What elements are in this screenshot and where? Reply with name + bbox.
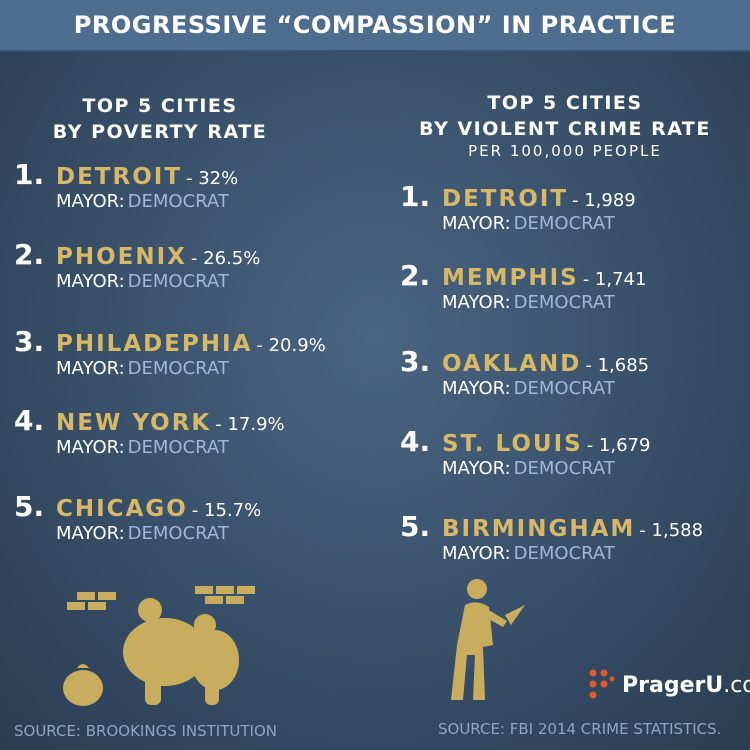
mayor-party: DEMOCRAT (127, 191, 229, 212)
mayor-line: MAYOR: DEMOCRAT (442, 378, 649, 400)
right-subtitle: PER 100,000 PEOPLE (468, 142, 662, 160)
crime-rate: - 1,741 (582, 269, 647, 290)
money-bag-icon (63, 664, 103, 706)
left-title-line2: BY POVERTY RATE (52, 121, 268, 143)
mayor-label: MAYOR: (56, 523, 125, 544)
poverty-rate: - 20.9% (256, 335, 326, 356)
mayor-label: MAYOR: (56, 437, 125, 458)
brick-wall-icon (67, 586, 255, 610)
mayor-label: MAYOR: (442, 543, 511, 564)
mayor-label: MAYOR: (56, 271, 125, 292)
city-name: NEW YORK (56, 410, 212, 436)
right-title-line1: TOP 5 CITIES (487, 92, 643, 114)
rank: 5. (400, 510, 431, 543)
city-name: PHILADEPHIA (56, 331, 253, 357)
mayor-label: MAYOR: (56, 358, 125, 379)
mayor-party: DEMOCRAT (127, 523, 229, 544)
mayor-line: MAYOR: DEMOCRAT (56, 437, 285, 459)
title-banner: PROGRESSIVE “COMPASSION” IN PRACTICE (0, 0, 750, 52)
poverty-list-item: 3. PHILADEPHIA - 20.9% MAYOR: DEMOCRAT (14, 325, 326, 380)
mayor-party: DEMOCRAT (127, 358, 229, 379)
city-name: ST. LOUIS (442, 431, 583, 457)
poverty-rate: - 32% (186, 168, 239, 189)
poverty-list-item: 4. NEW YORK - 17.9% MAYOR: DEMOCRAT (14, 404, 285, 459)
right-source: SOURCE: FBI 2014 CRIME STATISTICS. (438, 720, 722, 738)
mayor-label: MAYOR: (442, 213, 511, 234)
mayor-line: MAYOR: DEMOCRAT (442, 292, 646, 314)
prageru-logo: PragerU.com (586, 668, 750, 702)
mayor-line: MAYOR: DEMOCRAT (56, 191, 238, 213)
city-name: DETROIT (56, 164, 183, 190)
right-column-title: TOP 5 CITIES BY VIOLENT CRIME RATE PER 1… (390, 90, 740, 160)
city-name: DETROIT (442, 186, 569, 212)
mayor-party: DEMOCRAT (127, 271, 229, 292)
rank: 3. (400, 345, 431, 378)
mayor-party: DEMOCRAT (513, 213, 615, 234)
mayor-label: MAYOR: (56, 191, 125, 212)
mayor-party: DEMOCRAT (127, 437, 229, 458)
rank: 1. (400, 180, 431, 213)
rank: 2. (400, 259, 431, 292)
mayor-party: DEMOCRAT (513, 543, 615, 564)
left-column-title: TOP 5 CITIES BY POVERTY RATE (20, 93, 300, 145)
poverty-rate: - 15.7% (191, 500, 262, 521)
city-name: OAKLAND (442, 351, 582, 377)
crime-list-item: 1. DETROIT - 1,989 MAYOR: DEMOCRAT (400, 180, 636, 235)
mayor-label: MAYOR: (442, 378, 511, 399)
mayor-line: MAYOR: DEMOCRAT (56, 358, 326, 380)
mayor-line: MAYOR: DEMOCRAT (56, 523, 261, 545)
rank: 5. (14, 490, 45, 523)
rank: 4. (14, 404, 45, 437)
crime-rate: - 1,989 (572, 190, 636, 211)
logo-name: PragerU (622, 672, 724, 698)
homeless-family-illustration (63, 586, 255, 706)
mayor-line: MAYOR: DEMOCRAT (442, 458, 650, 480)
crime-rate: - 1,685 (585, 355, 650, 376)
mayor-party: DEMOCRAT (513, 378, 615, 399)
crime-list-item: 3. OAKLAND - 1,685 MAYOR: DEMOCRAT (400, 345, 649, 400)
mayor-party: DEMOCRAT (513, 458, 615, 479)
mayor-line: MAYOR: DEMOCRAT (56, 271, 260, 293)
rank: 4. (400, 425, 431, 458)
crime-list-item: 2. MEMPHIS - 1,741 MAYOR: DEMOCRAT (400, 259, 646, 314)
knife-icon (505, 605, 525, 625)
poverty-list-item: 1. DETROIT - 32% MAYOR: DEMOCRAT (14, 158, 238, 213)
mayor-line: MAYOR: DEMOCRAT (442, 543, 703, 565)
city-name: CHICAGO (56, 496, 188, 522)
mayor-line: MAYOR: DEMOCRAT (442, 213, 636, 235)
poverty-list-item: 2. PHOENIX - 26.5% MAYOR: DEMOCRAT (14, 238, 260, 293)
prageru-dots-icon (589, 669, 615, 699)
poverty-rate: - 17.9% (215, 414, 285, 435)
poverty-rate: - 26.5% (190, 248, 261, 269)
left-title-line1: TOP 5 CITIES (82, 95, 238, 117)
city-name: BIRMINGHAM (442, 516, 636, 542)
page-title: PROGRESSIVE “COMPASSION” IN PRACTICE (73, 11, 677, 39)
rank: 2. (14, 238, 45, 271)
crime-rate: - 1,588 (639, 520, 704, 541)
mayor-party: DEMOCRAT (513, 292, 615, 313)
mayor-label: MAYOR: (442, 458, 511, 479)
rank: 1. (14, 158, 45, 191)
poverty-list-item: 5. CHICAGO - 15.7% MAYOR: DEMOCRAT (14, 490, 261, 545)
city-name: PHOENIX (56, 244, 187, 270)
crime-list-item: 4. ST. LOUIS - 1,679 MAYOR: DEMOCRAT (400, 425, 650, 480)
right-title-line2: BY VIOLENT CRIME RATE (419, 118, 711, 140)
logo-suffix: .com (723, 672, 750, 698)
criminal-with-knife-illustration (451, 579, 525, 700)
crime-list-item: 5. BIRMINGHAM - 1,588 MAYOR: DEMOCRAT (400, 510, 703, 565)
left-source: SOURCE: BROOKINGS INSTITUTION (14, 722, 277, 740)
crime-rate: - 1,679 (586, 435, 651, 456)
rank: 3. (14, 325, 45, 358)
city-name: MEMPHIS (442, 265, 579, 291)
huddled-people-icon (123, 598, 239, 705)
mayor-label: MAYOR: (442, 292, 511, 313)
